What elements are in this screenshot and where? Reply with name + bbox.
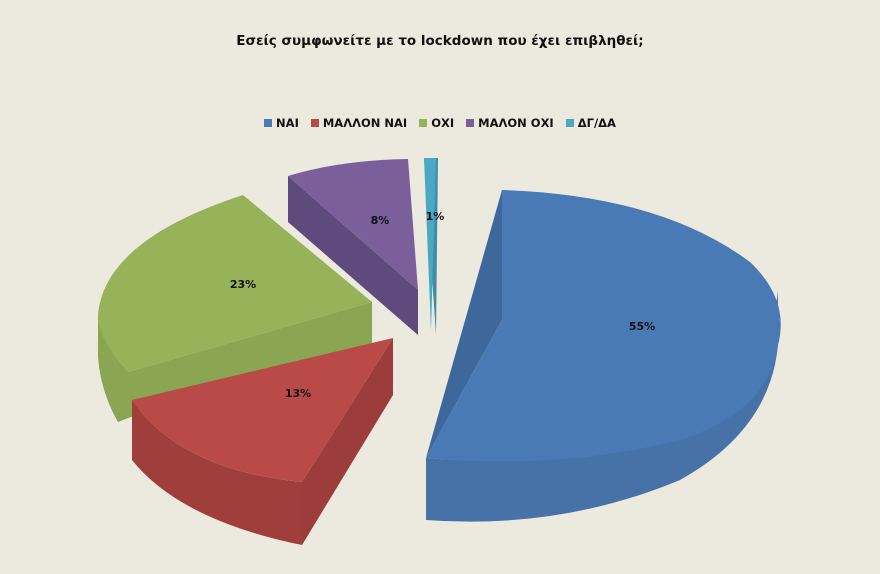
value-label-nai: 55% (629, 320, 655, 333)
chart-title: Εσείς συμφωνείτε με το lockdown που έχει… (236, 33, 644, 49)
legend-label: ΜΑΛΟΝ ΟΧΙ (478, 116, 554, 130)
legend-label: ΜΑΛΛΟΝ ΝΑΙ (322, 116, 408, 130)
value-label-dg-da: 1% (426, 210, 445, 223)
legend-label: ΟΧΙ (431, 116, 455, 130)
legend-item-mallon-nai: ΜΑΛΛΟΝ ΝΑΙ (310, 116, 408, 130)
legend-label: ΝΑΙ (276, 116, 299, 130)
legend-item-dg-da: ΔΓ/ΔΑ (565, 116, 616, 130)
slice-dg-da (424, 158, 438, 335)
slice-nai (426, 190, 781, 522)
legend-swatch-icon (264, 119, 273, 127)
value-label-malon-ochi: 8% (371, 214, 390, 227)
chart-legend: ΝΑΙ ΜΑΛΛΟΝ ΝΑΙ ΟΧΙ ΜΑΛΟΝ ΟΧΙ ΔΓ/ΔΑ (0, 116, 880, 130)
legend-label: ΔΓ/ΔΑ (577, 116, 616, 130)
legend-swatch-icon (466, 119, 475, 127)
legend-item-malon-ochi: ΜΑΛΟΝ ΟΧΙ (466, 116, 554, 130)
legend-swatch-icon (565, 119, 574, 127)
value-label-ochi: 23% (230, 278, 256, 291)
legend-item-ochi: ΟΧΙ (419, 116, 454, 130)
legend-item-nai: ΝΑΙ (264, 116, 299, 130)
value-label-mallon-nai: 13% (285, 387, 311, 400)
legend-swatch-icon (310, 119, 319, 127)
slice-malon-ochi (288, 159, 418, 335)
slice-mallon-nai (132, 338, 393, 545)
legend-swatch-icon (419, 119, 428, 127)
